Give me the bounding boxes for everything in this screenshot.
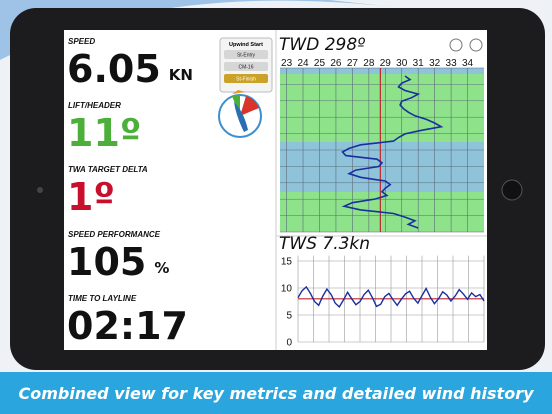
x-tick-label: 25	[314, 58, 326, 69]
start-menu-items: St-Entry CM-16 St-Finish	[224, 50, 268, 83]
x-tick-label: 33	[446, 58, 458, 69]
wind-sector	[240, 96, 259, 116]
gps-icon[interactable]	[469, 38, 483, 52]
y-tick-label: 10	[281, 284, 293, 295]
x-tick-label: 34	[462, 58, 474, 69]
band	[280, 68, 484, 74]
band	[280, 142, 484, 192]
caption-bar	[0, 372, 552, 414]
x-tick-label: 28	[363, 58, 375, 69]
camera	[37, 187, 43, 193]
x-tick-label: 23	[281, 58, 293, 69]
twd-title: TWD 298º	[279, 35, 365, 55]
tws-title: TWS 7.3kn	[279, 234, 370, 254]
x-tick-label: 29	[380, 58, 392, 69]
menu-button-label[interactable]: St-Finish	[236, 77, 256, 83]
metric-value: 1º	[67, 175, 115, 219]
boat	[234, 102, 248, 132]
menu-button-label[interactable]: St-Entry	[237, 53, 256, 59]
menu-button[interactable]	[224, 62, 268, 71]
metric-label: SPEED PERFORMANCE	[68, 230, 161, 239]
y-tick-label: 5	[286, 311, 292, 322]
twd-line	[341, 75, 444, 229]
x-tick-label: 32	[429, 58, 441, 69]
caption: Combined view for key metrics and detail…	[18, 384, 534, 403]
x-tick-label: 31	[413, 58, 425, 69]
home-button[interactable]	[501, 179, 523, 201]
tws-line	[297, 285, 485, 308]
metric-value: 6.05	[67, 47, 161, 91]
metric-value: 11º	[67, 111, 141, 155]
mark	[232, 90, 246, 94]
band	[280, 74, 484, 142]
wifi-icon[interactable]	[449, 38, 463, 52]
metric-label: LIFT/HEADER	[68, 101, 121, 110]
metric-label: TIME TO LAYLINE	[68, 294, 137, 303]
menu-button[interactable]	[224, 74, 268, 83]
start-menu-title: Upwind Start	[229, 42, 263, 48]
menu-button[interactable]	[224, 50, 268, 59]
y-tick-label: 0	[286, 338, 292, 349]
twd-chart: 23 24 25 26 27 28 29 30 31 32 33 34	[280, 58, 484, 233]
x-tick-label: 24	[297, 58, 309, 69]
x-tick-label: 26	[330, 58, 342, 69]
menu-button-label[interactable]: CM-16	[238, 65, 253, 71]
tws-chart: 0 5 10 15	[281, 255, 485, 349]
status-icons	[449, 38, 483, 52]
x-tick-label: 27	[347, 58, 359, 69]
metric-value: 105	[67, 240, 146, 284]
start-widget: Upwind Start St-Entry CM-16 St-Finish	[218, 37, 273, 138]
x-tick-label: 30	[396, 58, 408, 69]
metric-unit: KN	[169, 66, 193, 84]
y-tick-label: 15	[281, 257, 293, 268]
metric-label: TWA TARGET DELTA	[68, 165, 148, 174]
metric-unit: %	[154, 259, 169, 277]
metric-label: SPEED	[68, 37, 95, 46]
metric-value: 02:17	[67, 304, 188, 348]
